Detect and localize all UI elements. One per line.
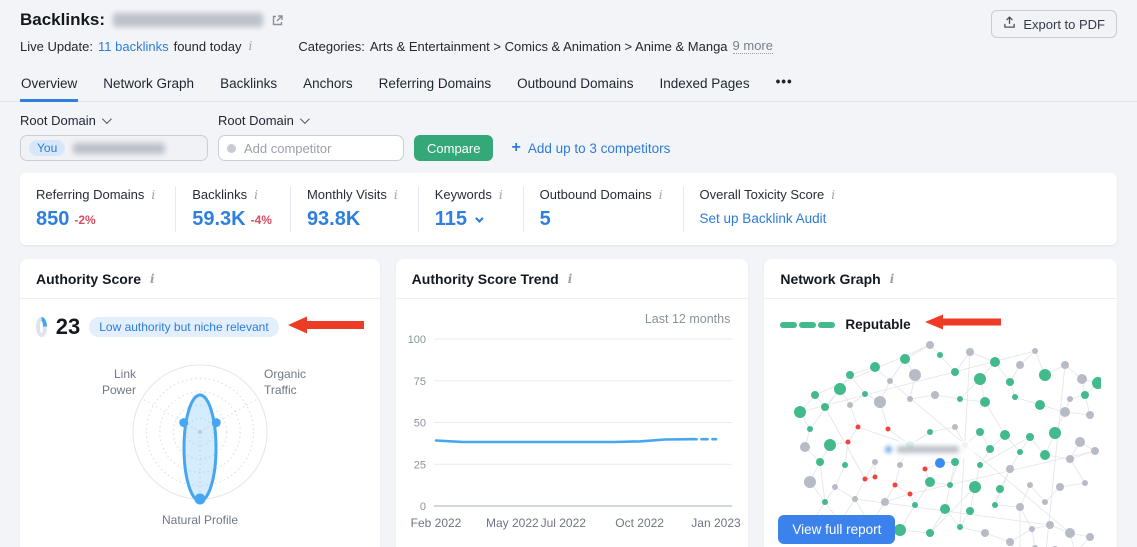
export-to-pdf-button[interactable]: Export to PDF (991, 10, 1117, 38)
metric-toxicity: Overall Toxicity Score i Set up Backlink … (699, 187, 836, 226)
root-domain-node-label (879, 441, 976, 458)
metric-delta: -2% (74, 212, 96, 227)
authority-score-value: 23 (55, 314, 81, 339)
tab-referring-domains[interactable]: Referring Domains (378, 76, 492, 91)
categories-more-link[interactable]: 9 more (732, 38, 773, 54)
authority-score-trend-card: Authority Score Trend i Last 12 months 0… (395, 259, 749, 547)
reputation-meter (780, 321, 836, 328)
annotation-arrow-icon (924, 314, 1001, 335)
you-domain-blurred (73, 142, 166, 154)
favicon-blurred (885, 446, 893, 453)
reputation-label: Reputable (845, 317, 911, 332)
you-domain-field[interactable]: You (20, 135, 208, 161)
metrics-summary-bar: Referring Domains i 850 -2% Backlinks i 59.… (20, 173, 1117, 245)
compare-filters: Root Domain You Root Domain Add competit… (0, 113, 1137, 161)
live-update-label: Live Update: (20, 38, 93, 54)
root-domain-selector-you[interactable]: Root Domain (20, 113, 112, 128)
you-chip: You (29, 140, 66, 156)
card-title: Network Graph (780, 271, 881, 287)
info-icon[interactable]: i (498, 187, 503, 202)
chevron-down-icon (299, 114, 310, 125)
svg-text:50: 50 (413, 418, 425, 430)
info-icon[interactable]: i (658, 187, 663, 202)
metric-value: 59.3K (192, 208, 246, 230)
svg-text:0: 0 (420, 501, 426, 513)
svg-text:Jan 2023: Jan 2023 (691, 516, 741, 530)
categories-label: Categories: (298, 38, 365, 54)
svg-text:May 2022: May 2022 (486, 516, 539, 530)
domain-blurred (897, 446, 960, 453)
view-full-report-button[interactable]: View full report (778, 515, 896, 544)
authority-score-trend-chart: 0 25 50 75 100 Feb 2022 May 2022 Jul 2022 Oct 20… (407, 334, 741, 530)
svg-text:Power: Power (102, 383, 136, 397)
chevron-down-icon (101, 114, 112, 125)
info-icon[interactable]: i (831, 187, 836, 202)
report-tabs: Overview Network Graph Backlinks Anchors… (0, 66, 1137, 102)
svg-text:Link: Link (114, 367, 137, 381)
info-icon[interactable]: i (567, 272, 573, 286)
info-icon[interactable]: i (248, 39, 253, 53)
trend-range-label: Last 12 months (644, 312, 731, 326)
export-icon (1003, 16, 1016, 32)
info-icon[interactable]: i (393, 187, 398, 202)
live-update-backlinks-link[interactable]: 11 backlinks (98, 38, 169, 54)
tab-indexed-pages[interactable]: Indexed Pages (659, 76, 750, 91)
authority-profile-radar-chart: Link Power Organic Traffic Natural Profile (102, 364, 306, 527)
svg-text:100: 100 (407, 334, 425, 346)
plus-icon: + (511, 139, 521, 156)
metric-monthly-visits: Monthly Visits i 93.8K (291, 186, 419, 232)
metric-value: 93.8K (306, 208, 361, 230)
tab-outbound-domains[interactable]: Outbound Domains (517, 76, 634, 91)
tabs-more-icon[interactable]: ••• (775, 74, 793, 89)
metric-value: 850 (36, 208, 70, 230)
competitor-placeholder: Add competitor (244, 140, 332, 156)
svg-text:25: 25 (413, 459, 425, 471)
metric-delta: -4% (250, 212, 272, 227)
setup-backlink-audit-link[interactable]: Set up Backlink Audit (699, 211, 827, 226)
svg-text:Traffic: Traffic (264, 383, 297, 397)
card-title: Authority Score Trend (411, 271, 559, 287)
keywords-dropdown-icon[interactable] (475, 213, 484, 223)
page-title: Backlinks: (20, 10, 106, 29)
svg-text:75: 75 (413, 376, 425, 388)
svg-text:Natural Profile: Natural Profile (162, 513, 238, 527)
info-icon[interactable]: i (150, 272, 155, 286)
svg-text:Jul 2022: Jul 2022 (540, 516, 586, 530)
metric-referring-domains: Referring Domains i 850 -2% (20, 186, 177, 232)
metric-outbound-domains: Outbound Domains i 5 (524, 186, 684, 232)
metric-backlinks: Backlinks i 59.3K -4% (176, 186, 291, 232)
page-header: Backlinks: Live Update: 11 backlinks fou… (0, 0, 1137, 54)
annotation-arrow-icon (287, 316, 364, 339)
authority-score-badge: Low authority but niche relevant (89, 317, 279, 337)
network-graph-card: Network Graph i Reputable View full repo… (764, 259, 1117, 547)
metric-value: 5 (539, 208, 551, 230)
info-icon[interactable]: i (151, 187, 156, 202)
domain-blurred (113, 13, 264, 27)
tab-backlinks[interactable]: Backlinks (220, 76, 278, 91)
favicon-placeholder-icon (227, 143, 236, 153)
svg-text:Feb 2022: Feb 2022 (410, 516, 461, 530)
svg-text:Organic: Organic (264, 367, 306, 381)
tab-anchors[interactable]: Anchors (303, 76, 353, 91)
external-link-icon[interactable] (271, 14, 284, 27)
root-domain-selector-competitor[interactable]: Root Domain (218, 113, 310, 128)
authority-score-donut (36, 317, 47, 337)
card-title: Authority Score (36, 271, 142, 287)
info-icon[interactable]: i (254, 187, 258, 202)
add-competitors-link[interactable]: + Add up to 3 competitors (511, 139, 671, 156)
live-update-suffix: found today (173, 38, 242, 54)
tab-overview[interactable]: Overview (20, 68, 79, 102)
metric-value: 115 (434, 208, 468, 230)
metric-keywords: Keywords i 115 (419, 186, 524, 232)
info-icon[interactable]: i (889, 272, 895, 286)
compare-button[interactable]: Compare (414, 135, 494, 161)
add-competitor-input[interactable]: Add competitor (218, 135, 404, 161)
authority-score-card: Authority Score i 23 Low authority but n… (20, 259, 380, 547)
svg-text:Oct 2022: Oct 2022 (615, 516, 664, 530)
categories-path: Arts & Entertainment > Comics & Animatio… (369, 38, 728, 54)
tab-network-graph[interactable]: Network Graph (103, 76, 195, 91)
